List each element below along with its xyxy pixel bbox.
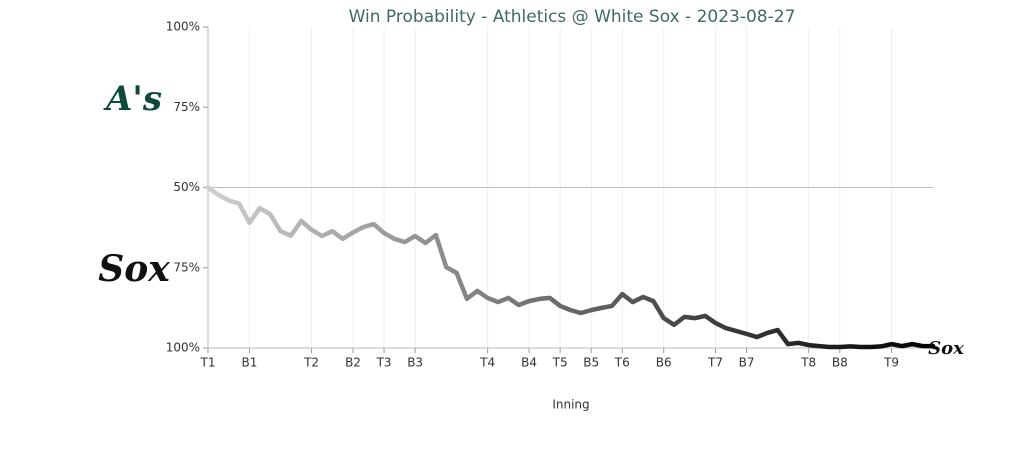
x-tick-label: B8 bbox=[832, 356, 848, 370]
away-logo: A's bbox=[103, 79, 162, 119]
x-tick-label: T9 bbox=[883, 356, 899, 370]
x-tick-label: B1 bbox=[241, 356, 257, 370]
x-tick-label: T7 bbox=[707, 356, 723, 370]
x-tick-label: B6 bbox=[656, 356, 672, 370]
y-tick-label: 50% bbox=[173, 180, 200, 194]
x-tick-label: T3 bbox=[376, 356, 392, 370]
x-tick-label: T8 bbox=[800, 356, 816, 370]
end-logo: Sox bbox=[928, 338, 964, 359]
x-tick-label: B4 bbox=[521, 356, 537, 370]
x-tick-label: B2 bbox=[345, 356, 361, 370]
x-tick-label: T2 bbox=[303, 356, 319, 370]
chart-title: Win Probability - Athletics @ White Sox … bbox=[349, 7, 796, 27]
win-probability-line bbox=[205, 185, 936, 350]
y-tick-label: 75% bbox=[173, 100, 200, 114]
y-tick-label: 100% bbox=[166, 20, 200, 34]
x-tick-label: T4 bbox=[479, 356, 495, 370]
x-tick-label: B3 bbox=[407, 356, 423, 370]
x-tick-label: B5 bbox=[583, 356, 599, 370]
y-tick-label: 100% bbox=[166, 341, 200, 355]
home-logo: Sox bbox=[98, 248, 170, 290]
x-tick-label: T5 bbox=[552, 356, 568, 370]
x-tick-label: T1 bbox=[200, 356, 216, 370]
y-tick-label: 75% bbox=[173, 260, 200, 274]
x-axis-label: Inning bbox=[552, 398, 589, 412]
x-tick-label: B7 bbox=[739, 356, 755, 370]
x-tick-label: T6 bbox=[614, 356, 630, 370]
